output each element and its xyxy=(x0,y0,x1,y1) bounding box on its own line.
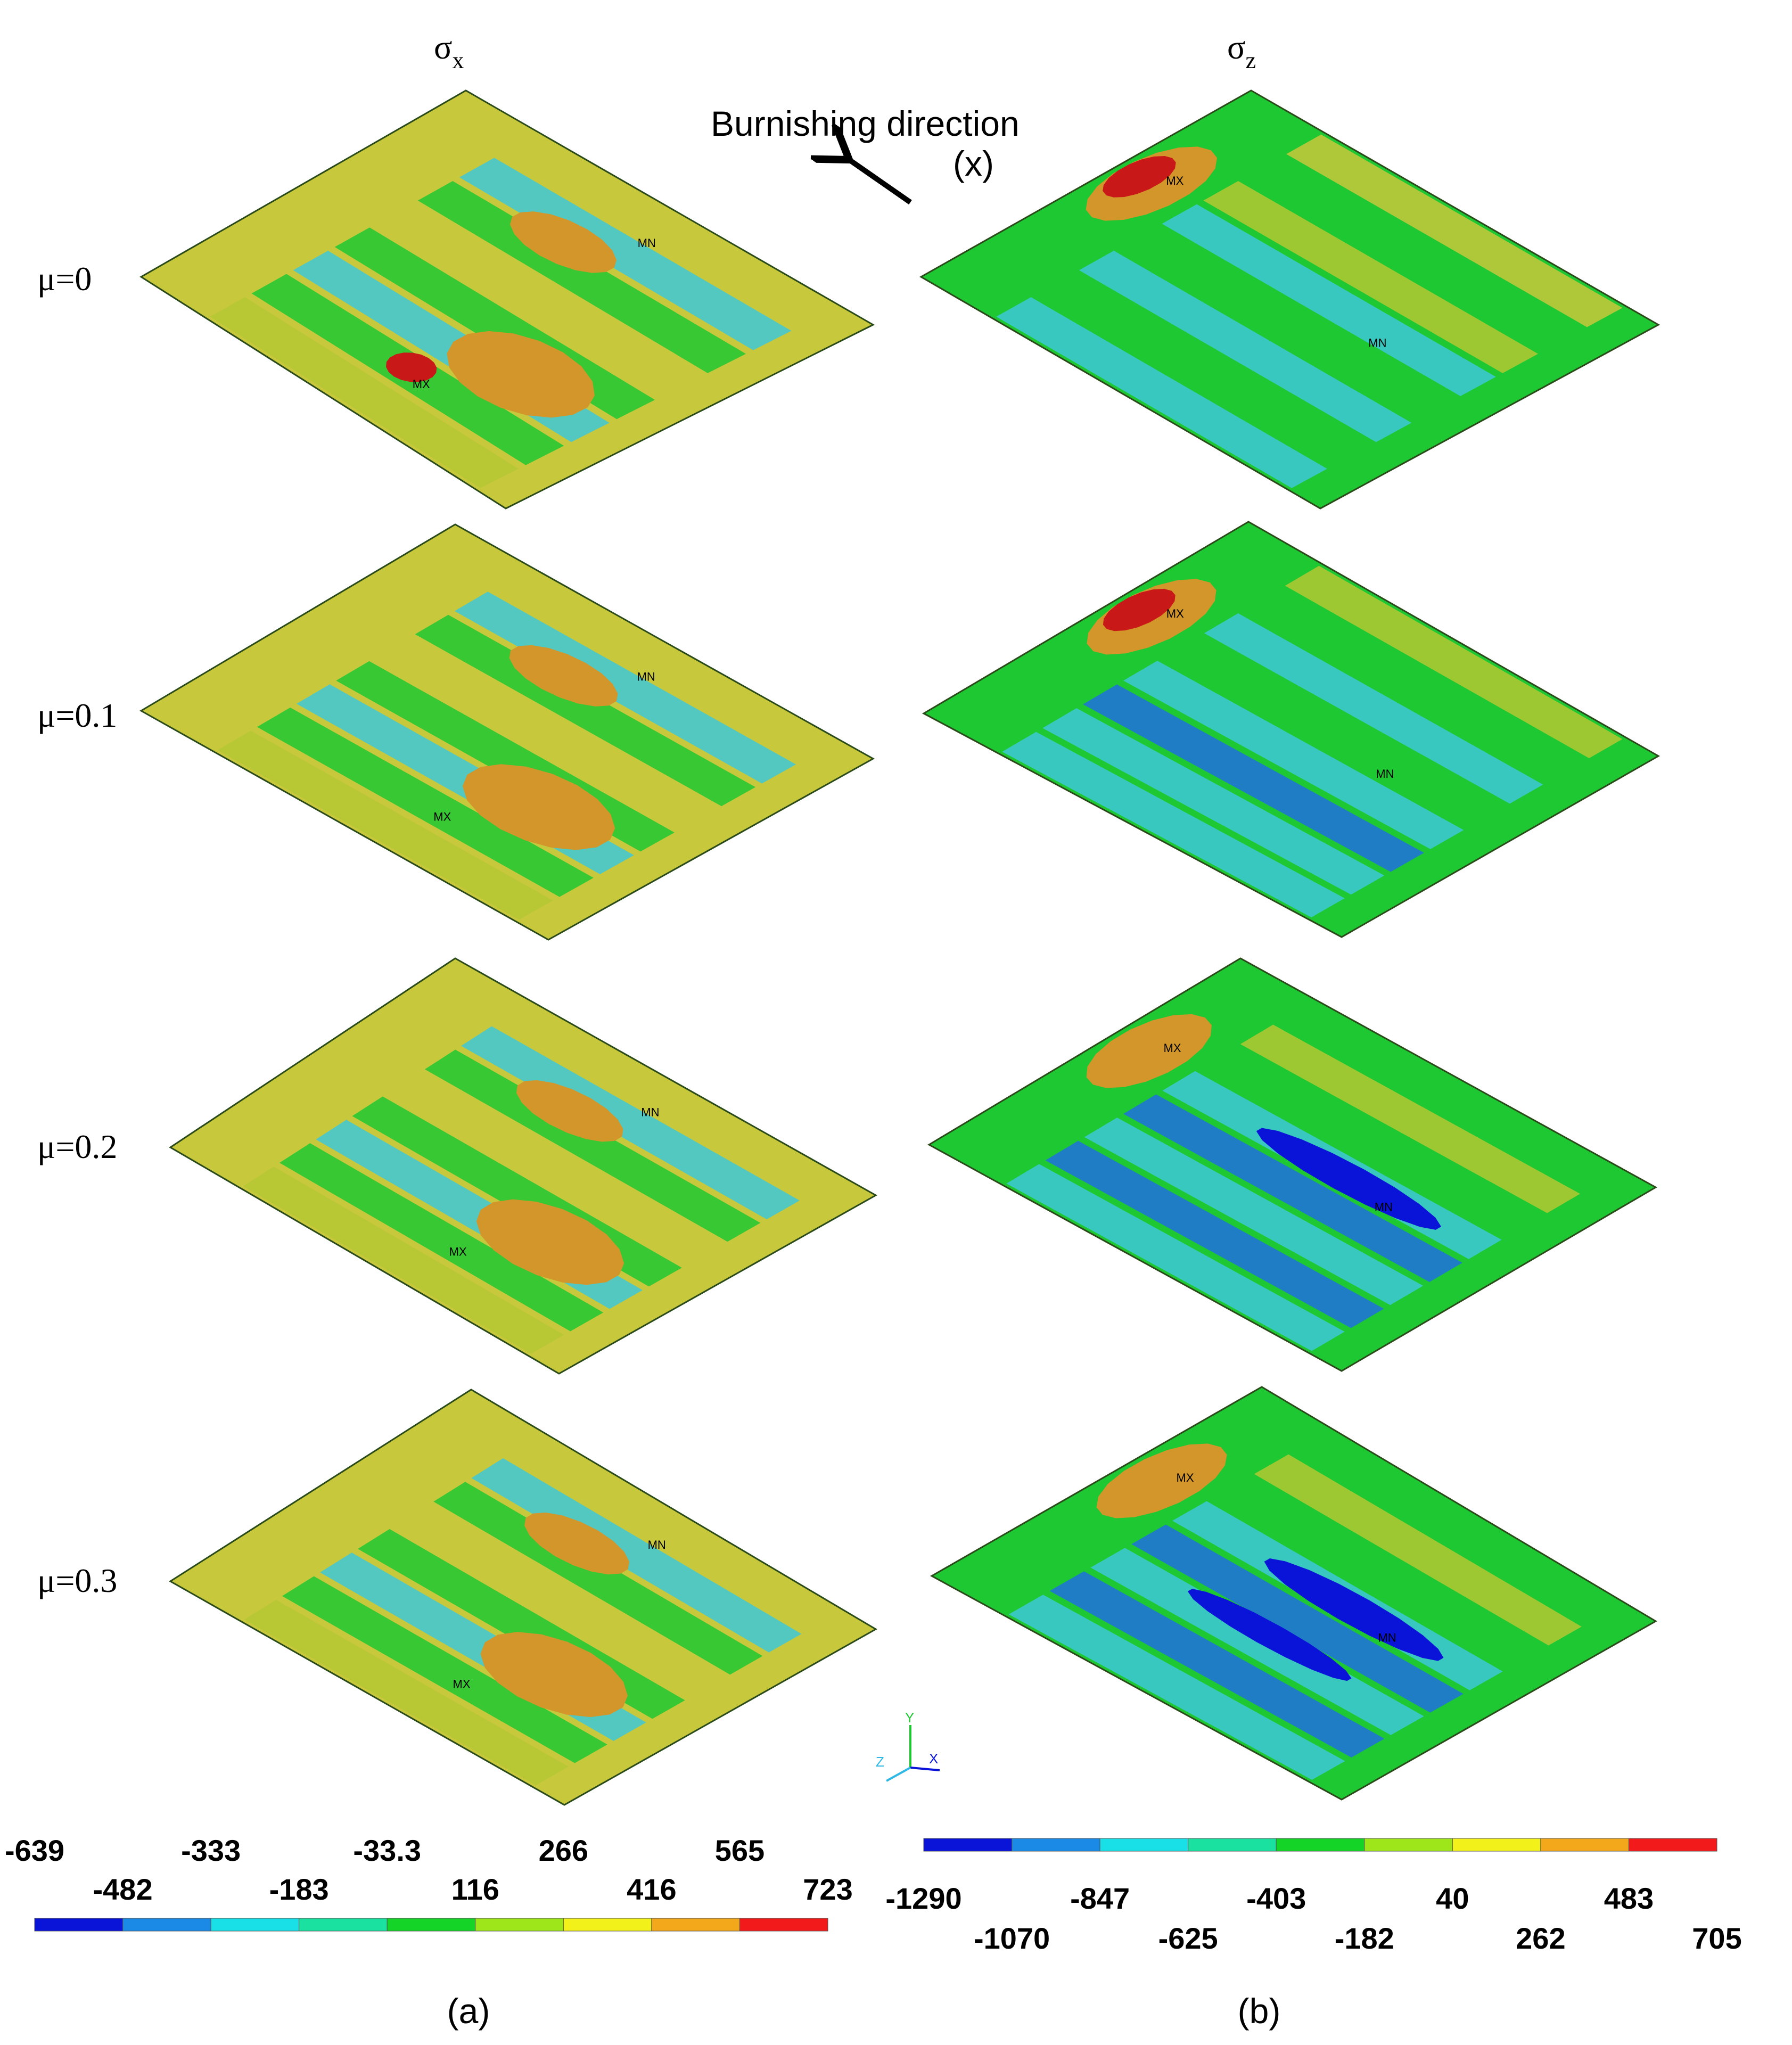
contour-plates: MX MN MX MN MX MN MX MN MX MN MX MN MX MN MX MN xyxy=(139,89,1661,1806)
sigma-x-plate-2: MX MN xyxy=(169,957,878,1375)
row-label-mu-0.3: μ=0.3 xyxy=(37,1562,117,1599)
legend-tick-label: -625 xyxy=(1158,1921,1218,1955)
max-marker: MX xyxy=(1166,174,1183,187)
legend-swatch xyxy=(1364,1838,1453,1852)
legend-swatch xyxy=(1012,1838,1100,1852)
legend-tick-label: 416 xyxy=(627,1872,676,1906)
legend-tick-label: 116 xyxy=(451,1872,499,1906)
max-marker: MX xyxy=(1164,1041,1181,1055)
legend-tick-label: 40 xyxy=(1436,1882,1469,1915)
row-label-mu-0.1: μ=0.1 xyxy=(37,696,117,734)
column-header-sigma-z: σz xyxy=(1227,28,1256,73)
legend-swatch xyxy=(563,1918,652,1932)
min-marker: MN xyxy=(641,1105,659,1119)
legend-swatch xyxy=(34,1918,124,1932)
min-marker: MN xyxy=(648,1538,666,1551)
legend-tick-label: 565 xyxy=(715,1834,765,1867)
coordinate-triad: Y Z X xyxy=(876,1710,940,1782)
triad-y-label: Y xyxy=(905,1710,914,1726)
max-marker: MX xyxy=(1166,607,1184,620)
legend-tick-label: -1290 xyxy=(885,1882,961,1915)
min-marker: MN xyxy=(1378,1631,1396,1645)
legend-swatch xyxy=(299,1918,388,1932)
sigma-x-plate-3: MX MN xyxy=(169,1389,877,1806)
legend-tick-label: -639 xyxy=(5,1834,64,1867)
legend-swatch xyxy=(210,1918,300,1932)
max-marker: MX xyxy=(1177,1471,1194,1484)
legend-tick-label: 705 xyxy=(1692,1921,1741,1955)
row-label-mu-0: μ=0 xyxy=(37,260,92,298)
legend-swatch xyxy=(122,1918,211,1932)
legend-swatch xyxy=(387,1918,476,1932)
min-marker: MN xyxy=(1376,767,1394,781)
sigma-x-plate-1: MX MN xyxy=(139,523,875,941)
color-legend-b: -1290 -1070 -847 -625 -403 -182 40 262 483 705 xyxy=(885,1838,1742,1955)
triad-z-label: Z xyxy=(876,1754,884,1770)
max-marker: MX xyxy=(449,1245,467,1259)
legend-tick-label: -183 xyxy=(269,1872,329,1906)
min-marker: MN xyxy=(1368,336,1386,349)
legend-swatch xyxy=(1276,1838,1365,1852)
legend-swatch xyxy=(475,1918,564,1932)
legend-swatch xyxy=(1099,1838,1189,1852)
min-marker: MN xyxy=(1375,1200,1393,1213)
row-label-mu-0.2: μ=0.2 xyxy=(37,1128,117,1165)
max-marker: MX xyxy=(433,810,451,823)
caption-b: (b) xyxy=(1238,1991,1281,2031)
legend-tick-label: -1070 xyxy=(974,1921,1050,1955)
legend-tick-label: 266 xyxy=(539,1834,588,1867)
legend-swatch xyxy=(1540,1838,1629,1852)
legend-swatch xyxy=(739,1918,828,1932)
triad-x-label: X xyxy=(929,1751,938,1767)
legend-tick-label: -182 xyxy=(1335,1921,1394,1955)
caption-a: (a) xyxy=(447,1991,490,2031)
min-marker: MN xyxy=(637,670,655,684)
legend-tick-label: -33.3 xyxy=(353,1834,421,1867)
max-marker: MX xyxy=(413,377,430,391)
legend-tick-label: -403 xyxy=(1246,1882,1306,1915)
color-legend-a: -639 -482 -333 -183 -33.3 116 266 416 565 723 xyxy=(5,1834,853,1932)
legend-swatch xyxy=(1628,1838,1717,1852)
sigma-z-plate-0: MX MN xyxy=(919,89,1661,510)
legend-tick-label: 262 xyxy=(1516,1921,1565,1955)
legend-swatch xyxy=(1188,1838,1277,1852)
sigma-z-plate-1: MX MN xyxy=(922,521,1661,938)
legend-tick-label: -333 xyxy=(181,1834,241,1867)
burnishing-direction-arrow xyxy=(849,160,912,205)
legend-tick-label: 723 xyxy=(803,1872,852,1906)
sigma-z-plate-3: MX MN xyxy=(930,1386,1657,1801)
max-marker: MX xyxy=(453,1678,471,1691)
legend-swatch xyxy=(1452,1838,1541,1852)
burnishing-direction-label: Burnishing direction xyxy=(711,104,1020,143)
legend-tick-label: -847 xyxy=(1070,1882,1130,1915)
legend-tick-label: -482 xyxy=(93,1872,153,1906)
burnishing-direction-axis: (x) xyxy=(953,144,994,183)
sigma-z-plate-2: MX MN xyxy=(927,957,1658,1372)
legend-swatch xyxy=(651,1918,740,1932)
min-marker: MN xyxy=(638,236,656,250)
legend-tick-label: 483 xyxy=(1604,1882,1654,1915)
legend-swatch xyxy=(923,1838,1013,1852)
column-header-sigma-x: σx xyxy=(434,28,464,73)
sigma-x-plate-0: MX MN xyxy=(139,89,875,510)
